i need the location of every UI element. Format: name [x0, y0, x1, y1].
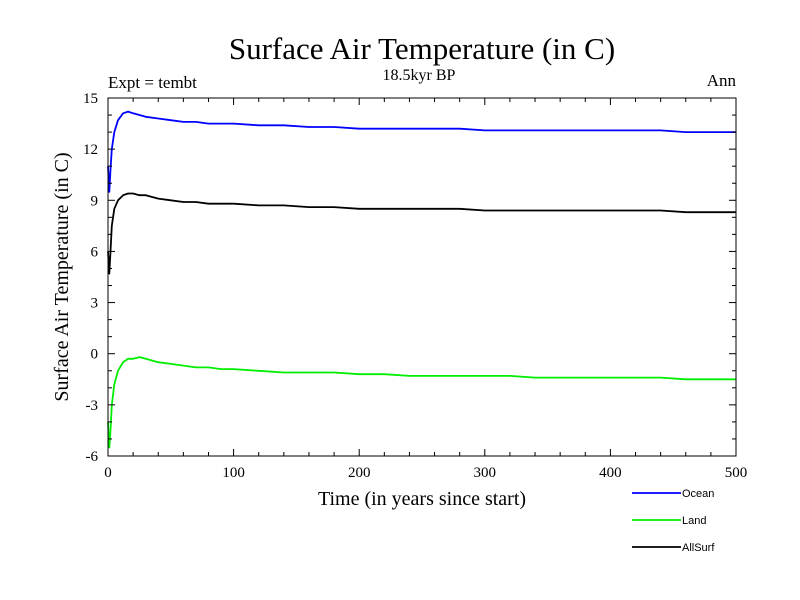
x-tick-label: 400	[599, 465, 622, 481]
x-axis-title: Time (in years since start)	[318, 488, 526, 510]
plot-frame	[107, 97, 737, 457]
chart-title: Surface Air Temperature (in C)	[229, 31, 615, 66]
y-tick-label: 15	[83, 91, 98, 107]
x-tick-label: 200	[348, 465, 371, 481]
y-tick-label: 0	[91, 347, 99, 363]
axis-layer: 0 100 200 300 400 500 15 12 9 6 3 0 -3 -6	[83, 91, 747, 481]
y-tick-label: 6	[91, 244, 99, 260]
season-label: Ann	[707, 71, 737, 90]
y-axis-title: Surface Air Temperature (in C)	[51, 152, 73, 401]
y-tick-label: -6	[86, 449, 99, 465]
legend-label-ocean: Ocean	[682, 488, 714, 500]
y-tick-label: -3	[86, 398, 99, 414]
series-layer	[107, 110, 736, 449]
chart-subtitle: 18.5kyr BP	[383, 67, 456, 84]
y-tick-label: 12	[83, 142, 98, 158]
series-line-ocean	[107, 110, 736, 193]
experiment-label: Expt = tembt	[108, 73, 197, 92]
x-tick-label: 300	[474, 465, 497, 481]
x-tick-label: 0	[104, 465, 112, 481]
x-tick-label: 100	[222, 465, 245, 481]
y-tick-label: 9	[91, 193, 99, 209]
x-tick-label: 500	[725, 465, 748, 481]
series-line-land	[107, 356, 736, 449]
series-line-allsurf	[107, 192, 736, 275]
legend-label-allsurf: AllSurf	[682, 542, 715, 554]
legend-label-land: Land	[682, 515, 706, 527]
y-tick-label: 3	[91, 296, 99, 312]
legend: Ocean Land AllSurf	[632, 488, 715, 554]
